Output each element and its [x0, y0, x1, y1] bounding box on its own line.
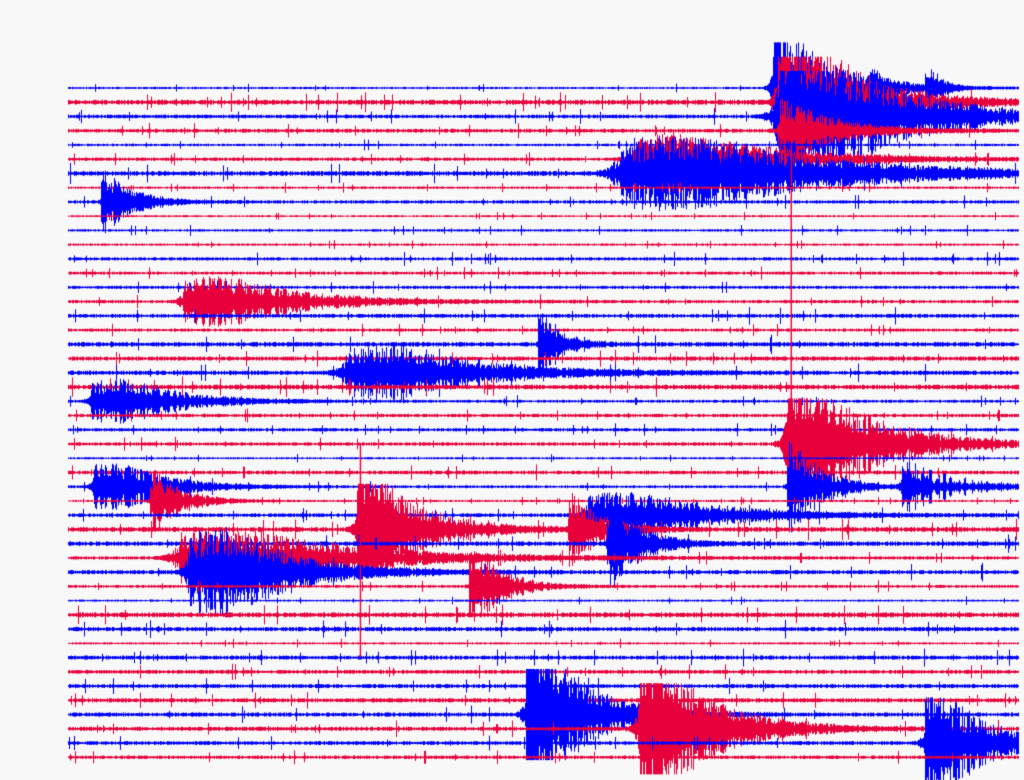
plot-area	[68, 80, 1018, 774]
